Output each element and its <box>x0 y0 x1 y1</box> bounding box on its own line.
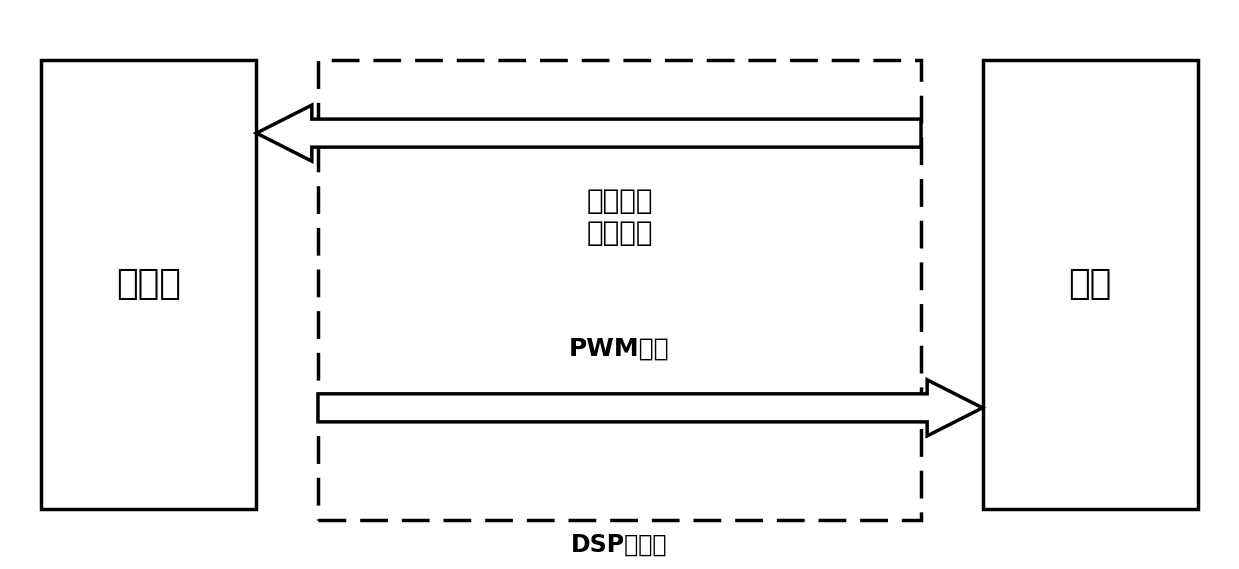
Text: 控制板: 控制板 <box>116 267 181 302</box>
Polygon shape <box>256 105 921 161</box>
Text: PWM信号: PWM信号 <box>569 337 670 361</box>
Bar <box>41 60 256 509</box>
Bar <box>318 60 921 520</box>
Text: DSP安插板: DSP安插板 <box>571 533 668 557</box>
Bar <box>983 60 1198 509</box>
Text: 底板: 底板 <box>1068 267 1111 302</box>
Polygon shape <box>318 380 983 436</box>
Text: 电流电压
采集信号: 电流电压 采集信号 <box>586 187 653 248</box>
